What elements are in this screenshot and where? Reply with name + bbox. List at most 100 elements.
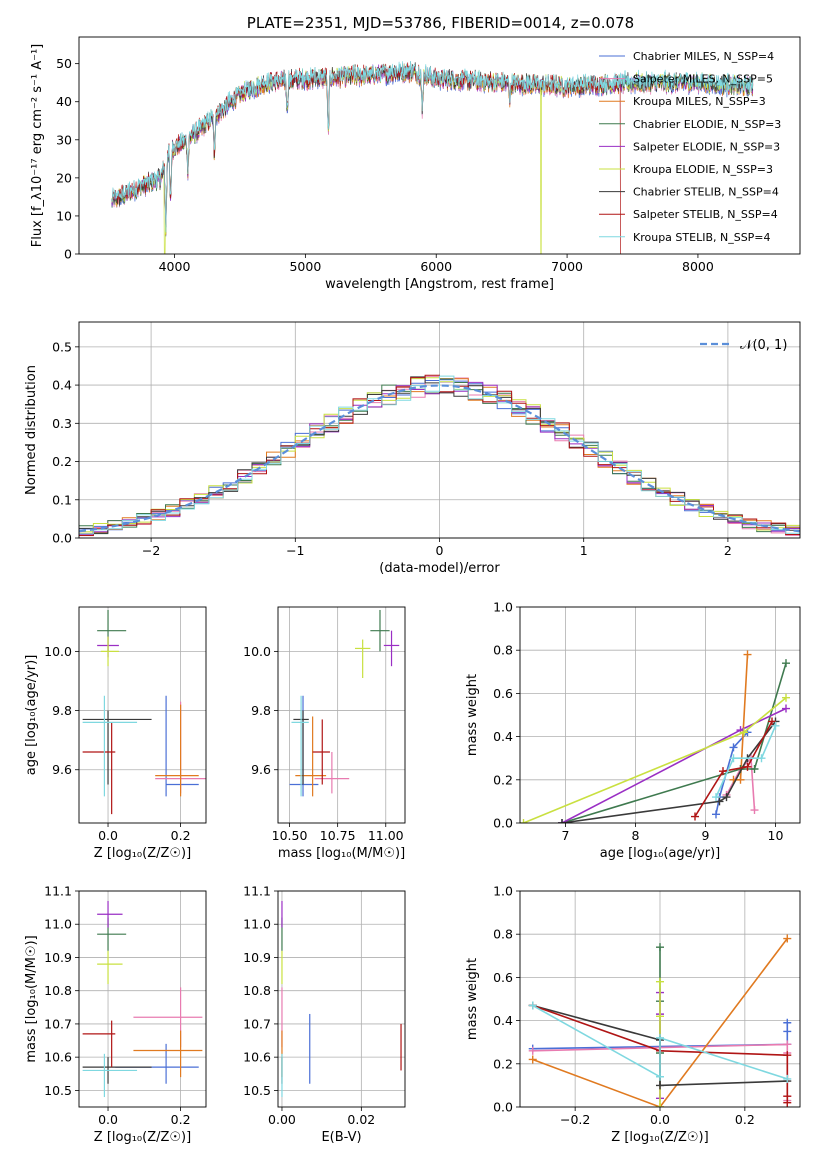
plus-marker — [771, 721, 780, 730]
plus-marker — [656, 1081, 664, 1090]
x-axis-label: (data-model)/error — [379, 561, 500, 576]
x-tick-label: 0.2 — [171, 1112, 191, 1127]
y-axis-label: Normed distribution — [24, 365, 39, 495]
y-tick-label: 11.0 — [44, 917, 72, 932]
point-chabrier-stelib — [82, 710, 152, 785]
x-tick-label: 7 — [562, 828, 570, 843]
x-tick-label: 10.50 — [272, 828, 308, 843]
point-kroupa-miles — [155, 704, 199, 797]
x-axis-label: mass [log₁₀(M/M☉)] — [278, 846, 405, 861]
y-tick-label: 30 — [56, 132, 72, 147]
x-tick-label: 0.0 — [98, 828, 118, 843]
point-salpeter-elodie — [97, 900, 123, 928]
axes-frame — [519, 606, 801, 824]
plus-marker — [712, 793, 720, 802]
plus-marker — [719, 767, 727, 776]
plus-marker — [656, 1072, 664, 1081]
plus-marker — [528, 1046, 537, 1055]
y-tick-label: 10.8 — [44, 983, 72, 998]
legend-label-kroupa-miles: Kroupa MILES, N_SSP=3 — [633, 95, 766, 108]
x-tick-label: −0.2 — [560, 1112, 590, 1127]
y-tick-label: 11.0 — [243, 917, 271, 932]
x-tick-label: 0.0 — [650, 1112, 670, 1127]
legend-label-chabrier-miles: Chabrier MILES, N_SSP=4 — [633, 50, 774, 63]
y-tick-label: 1.0 — [493, 600, 513, 615]
y-tick-label: 0.0 — [493, 1100, 513, 1115]
y-tick-label: 1.0 — [493, 884, 513, 899]
x-tick-label: 0.2 — [735, 1112, 755, 1127]
plus-marker — [520, 819, 528, 823]
legend-label-chabrier-elodie: Chabrier ELODIE, N_SSP=3 — [633, 118, 781, 131]
y-tick-label: 10.7 — [243, 1016, 271, 1031]
y-tick-label: 0.8 — [493, 927, 513, 942]
x-axis-label: E(B-V) — [321, 1130, 361, 1145]
x-tick-label: 2 — [724, 543, 732, 558]
point-kroupa-stelib — [291, 695, 309, 797]
y-tick-label: 11.1 — [243, 884, 271, 899]
x-tick-label: 10.75 — [320, 828, 356, 843]
series-line — [532, 938, 788, 1107]
plus-marker — [740, 728, 748, 737]
y-tick-label: 10.9 — [44, 950, 72, 965]
plot-area — [111, 60, 754, 254]
series-kroupa-stelib — [528, 1001, 792, 1083]
y-tick-label: 0.1 — [52, 492, 72, 507]
series-kroupa-elodie — [520, 693, 790, 823]
plus-marker — [712, 810, 720, 819]
plot-area — [520, 650, 790, 823]
chart-age-vs-Z: 0.0 0.2 9.6 9.8 10.0 Z [log₁₀(Z/Z☉)] age [log₁… — [24, 606, 207, 861]
plus-marker — [656, 1033, 664, 1042]
point-salpeter-miles — [133, 987, 203, 1048]
point-salpeter-stelib — [82, 1020, 116, 1068]
chart-weight-vs-Z: −0.2 0.0 0.2 0.0 0.2 0.4 0.6 0.8 1.0 Z [log₁₀(Z/Z… — [465, 884, 801, 1145]
y-tick-label: 0.8 — [493, 643, 513, 658]
y-tick-label: 0.3 — [52, 416, 72, 431]
point-kroupa-stelib — [82, 1053, 138, 1098]
x-tick-label: 0.2 — [171, 828, 191, 843]
spectrum-line-kroupa-elodie — [111, 63, 754, 254]
x-tick-label: 0 — [436, 543, 444, 558]
y-tick-label: 40 — [56, 94, 72, 109]
plus-marker — [750, 806, 759, 815]
axes-frame — [78, 890, 207, 1108]
x-tick-label: 7000 — [551, 259, 583, 274]
y-tick-label: 10.7 — [44, 1016, 72, 1031]
y-axis-label: age [log₁₀(age/yr)] — [24, 655, 39, 776]
x-axis-label: wavelength [Angstrom, rest frame] — [325, 277, 554, 292]
y-axis-label: mass [log₁₀(M/M☉)] — [24, 935, 39, 1062]
point-kroupa-stelib — [82, 695, 138, 797]
y-tick-label: 9.6 — [52, 762, 72, 777]
x-tick-label: 4000 — [159, 259, 191, 274]
y-tick-label: 9.8 — [52, 703, 72, 718]
x-tick-label: 0.02 — [347, 1112, 375, 1127]
x-axis-label: Z [log₁₀(Z/Z☉)] — [611, 1130, 708, 1145]
y-tick-label: 20 — [56, 170, 72, 185]
legend-label-chabrier-stelib: Chabrier STELIB, N_SSP=4 — [633, 186, 779, 199]
point-kroupa-miles — [133, 1030, 203, 1078]
y-tick-label: 0.5 — [52, 339, 72, 354]
plus-marker — [782, 704, 790, 713]
point-chabrier-elodie — [97, 917, 127, 951]
y-tick-label: 0.0 — [493, 816, 513, 831]
axes-frame — [78, 36, 801, 255]
y-tick-label: 50 — [56, 56, 72, 71]
plus-marker — [656, 1103, 664, 1107]
legend-label-salpeter-miles: Salpeter MILES, N_SSP=5 — [633, 73, 773, 86]
plus-marker — [656, 1012, 664, 1021]
plus-marker — [528, 1001, 537, 1010]
chart-mass-vs-EBV: 0.00 0.02 10.5 10.6 10.7 10.8 10.9 11.0 11.1 E(B-… — [243, 884, 406, 1145]
y-tick-label: 10.6 — [243, 1050, 271, 1065]
legend-label-salpeter-elodie: Salpeter ELODIE, N_SSP=3 — [633, 140, 780, 153]
series-chabrier-elodie — [558, 659, 790, 823]
point-kroupa-miles — [295, 716, 327, 797]
plus-marker — [783, 1098, 792, 1107]
legend-label-kroupa-elodie: Kroupa ELODIE, N_SSP=3 — [633, 163, 773, 176]
point-salpeter-miles — [314, 751, 350, 794]
plus-marker — [656, 977, 664, 986]
legend-label-kroupa-stelib: Kroupa STELIB, N_SSP=4 — [633, 231, 771, 244]
point-salpeter-stelib — [312, 719, 330, 785]
y-tick-label: 10.0 — [243, 644, 271, 659]
x-axis-label: Z [log₁₀(Z/Z☉)] — [94, 1130, 191, 1145]
chart-weight-vs-age: 7 8 9 10 0.0 0.2 0.4 0.6 0.8 1.0 age [log₁₀(age/yr… — [465, 600, 801, 861]
